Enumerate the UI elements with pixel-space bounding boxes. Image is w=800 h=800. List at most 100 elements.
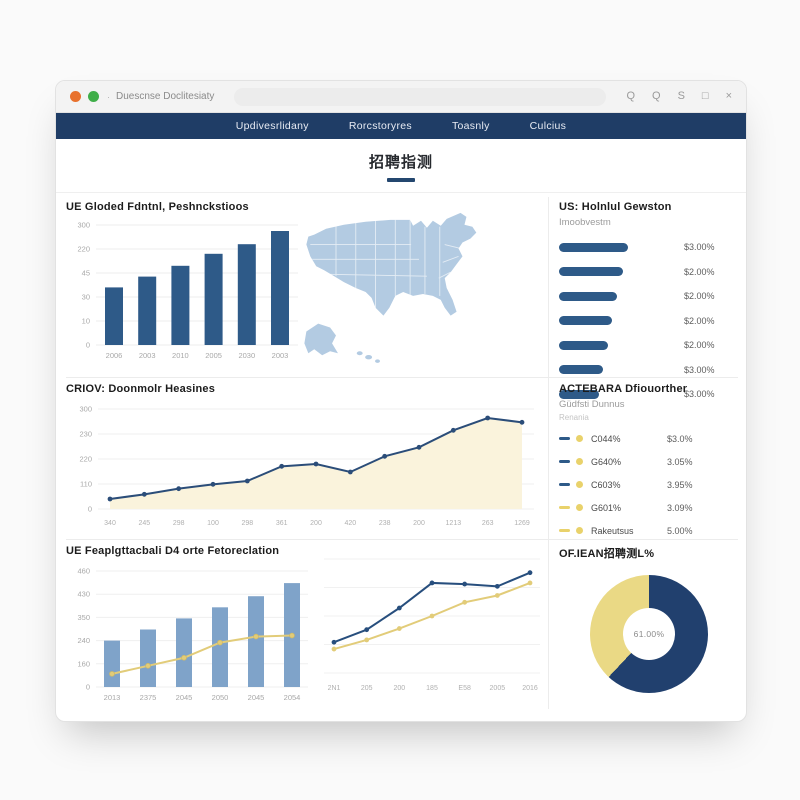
x-tick-label: 2005 [490, 685, 506, 692]
panel-stats-legend: ACTEBARA Dfiouorther Güdfsti Dunnus Rena… [559, 383, 739, 536]
x-tick-label: 361 [276, 520, 288, 527]
legend-dot [576, 435, 583, 442]
hbar-value: $2.00% [684, 315, 715, 326]
y-tick-label: 30 [82, 293, 90, 302]
traffic-light-green[interactable] [88, 91, 99, 102]
x-tick-label: E58 [458, 685, 471, 692]
horizontal-divider-2 [66, 539, 738, 540]
hbar-bar [559, 340, 608, 350]
x-tick-label: 2030 [238, 351, 255, 360]
hawaii-1 [356, 351, 363, 356]
x-tick-label: 2003 [272, 351, 289, 360]
navy-line-point [462, 581, 468, 587]
data-point [485, 415, 491, 421]
window-title: Duescnse Doclitesiaty [116, 91, 215, 102]
bar [105, 287, 123, 345]
y-tick-label: 240 [77, 636, 90, 645]
data-point [416, 444, 422, 450]
legend-dash [559, 483, 570, 486]
panel-area-chart: CRIOV: Doonmolr Heasines 300 230 220 110 0 34… [66, 383, 544, 535]
panel-bar-chart: UE Gloded Fdntnl, Peshnckstioos 300 220 45… [66, 201, 311, 377]
x-tick-label: 200 [413, 520, 425, 527]
nav-item-2[interactable]: Rorcstoryres [348, 120, 412, 132]
hbar-row: $2.00% [559, 260, 739, 285]
bar [271, 231, 289, 345]
data-point [141, 491, 147, 497]
navy-line-point [331, 639, 337, 645]
hbar-bar [559, 267, 624, 277]
nav-item-1[interactable]: Updivesrlidany [235, 120, 309, 132]
navy-line-point [494, 583, 500, 589]
panel-donut-chart: OF.IEAN招聘测L% 61.00% [559, 545, 739, 721]
data-point [347, 469, 353, 475]
hbar-value: $3.00% [684, 364, 715, 375]
y-tick-label: 430 [77, 590, 90, 599]
hbar-title: US: Holnlul Gewston [559, 201, 672, 213]
x-tick-label: 2045 [248, 693, 265, 702]
close-icon[interactable]: × [725, 90, 732, 102]
x-tick-label: 2003 [139, 351, 156, 360]
bar [176, 618, 192, 687]
zoom-icon[interactable]: Q [652, 90, 661, 102]
nav-item-4[interactable]: Culcius [529, 120, 567, 132]
x-tick-label: 100 [207, 520, 219, 527]
hbar-value: $3.00% [684, 389, 715, 400]
trend-line [111, 634, 293, 675]
x-tick-label: 2006 [106, 351, 123, 360]
donut-center-label: 61.00% [633, 629, 665, 639]
hawaii-3 [375, 359, 380, 363]
y-tick-label: 45 [82, 269, 90, 278]
x-tick-label: 205 [361, 685, 373, 692]
hbar-bar [559, 316, 613, 326]
window-icon[interactable]: □ [701, 90, 709, 102]
donut-hole: 61.00% [623, 608, 675, 660]
y-tick-label: 110 [80, 480, 92, 489]
hbar-row: $3.00% [559, 235, 739, 260]
x-tick-label: 298 [173, 520, 185, 527]
x-tick-label: 2054 [284, 693, 301, 702]
yellow-line-point [462, 599, 468, 605]
x-tick-label: 2N1 [328, 685, 341, 692]
y-tick-label: 0 [86, 683, 90, 692]
bar [104, 640, 120, 687]
yellow-line-point [429, 613, 435, 619]
legend-row: G601% 3.09% [559, 496, 739, 519]
legend-title: ACTEBARA Dfiouorther [559, 383, 688, 395]
legend-row: C044% $3.0% [559, 427, 739, 450]
search-icon[interactable]: Q [626, 90, 635, 102]
legend-row: C603% 3.95% [559, 473, 739, 496]
data-point [107, 496, 113, 502]
yellow-line-point [527, 580, 533, 586]
hbar-row: $3.00% [559, 382, 739, 407]
horizontal-divider-1 [66, 377, 738, 378]
page-header: 招聘指测 [56, 139, 746, 193]
share-icon[interactable]: S [677, 90, 685, 102]
main-nav: Updivesrlidany Rorcstoryres Toasnly Culcius [56, 113, 746, 139]
traffic-light-orange[interactable] [70, 91, 81, 102]
legend-label: G601% [591, 502, 622, 513]
x-tick-label: 2050 [212, 693, 229, 702]
legend-note: Renania [559, 413, 589, 422]
address-bar[interactable] [234, 87, 607, 106]
legend-label: C044% [591, 433, 621, 444]
y-tick-label: 300 [77, 221, 90, 230]
legend-dash [559, 460, 570, 463]
area-chart-title: CRIOV: Doonmolr Heasines [66, 383, 216, 395]
legend-label: G640% [591, 456, 622, 467]
legend-value: 3.05% [667, 456, 693, 467]
nav-item-3[interactable]: Toasnly [451, 120, 490, 132]
line-point [253, 633, 259, 640]
chrome-separator: · [107, 91, 110, 102]
navy-line-point [429, 580, 435, 586]
dual-line-chart: 2N1 205 200 185 E58 2005 2016 [324, 558, 540, 692]
yellow-line-point [331, 646, 337, 652]
y-tick-label: 10 [82, 317, 90, 326]
bar [237, 244, 256, 345]
hawaii-2 [365, 355, 373, 360]
chrome-toolbar: Q Q S □ × [626, 91, 732, 102]
data-point [210, 481, 216, 487]
bar [171, 265, 190, 345]
data-point [313, 461, 319, 467]
bar [248, 596, 264, 687]
legend-rows: C044% $3.0% G640% 3.05% C603% 3.95% G601% 3.09%… [559, 427, 739, 542]
